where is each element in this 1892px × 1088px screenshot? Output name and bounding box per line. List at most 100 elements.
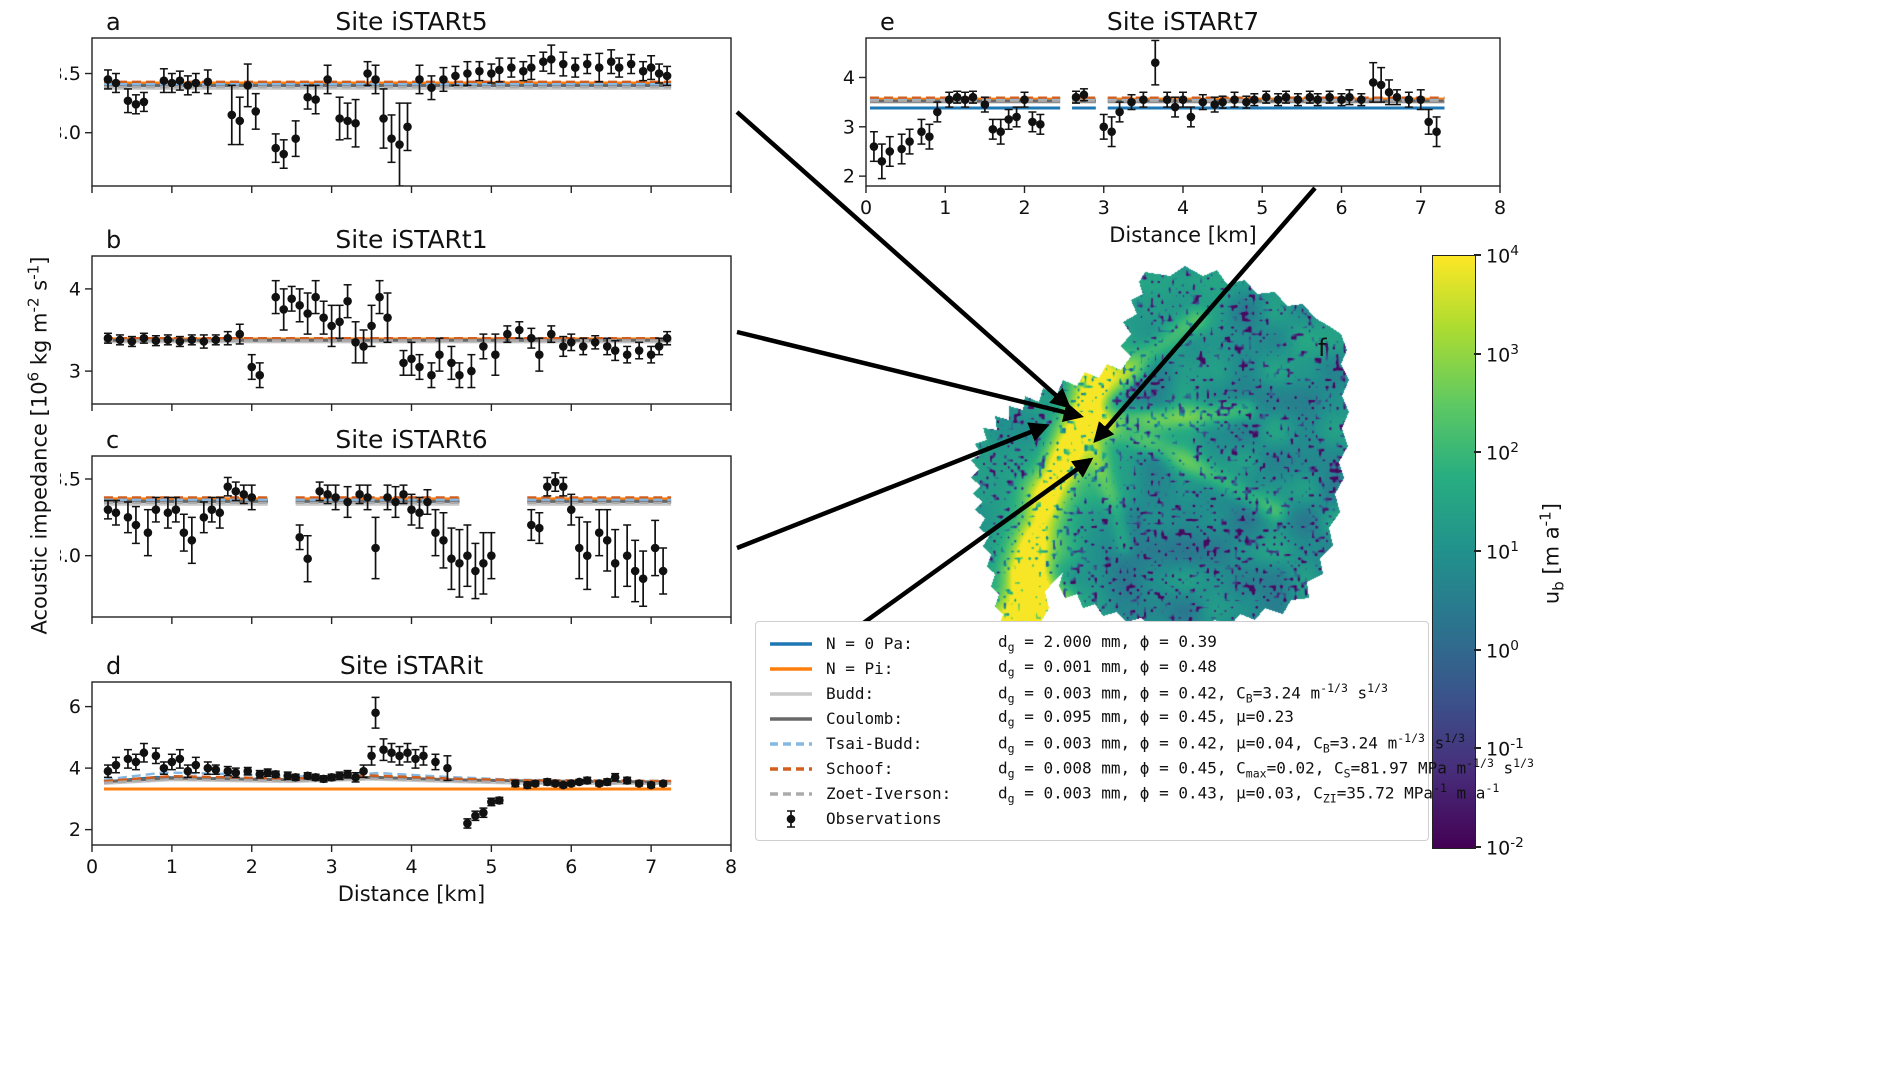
panel-site-istart6: 3.0 3.5 Site iSTARt6 c — [51, 422, 750, 640]
svg-text:7: 7 — [645, 856, 657, 878]
colorbar-tick-label: 10-1 — [1486, 736, 1524, 761]
svg-text:3: 3 — [69, 361, 81, 383]
panel-letter-f: f — [1318, 334, 1327, 362]
legend-line-sample — [770, 666, 812, 671]
colorbar-axis-label: ub [m a-1] — [1536, 503, 1568, 605]
legend-model-params: dg = 2.000 mm, ϕ = 0.39 — [998, 632, 1217, 655]
legend-row-observations: Observations — [768, 806, 1416, 831]
legend-row: Zoet-Iverson: dg = 0.003 mm, ϕ = 0.43, μ=… — [768, 781, 1499, 806]
svg-text:8: 8 — [1494, 197, 1506, 219]
colorbar-tick-mark — [1474, 550, 1481, 552]
svg-text:4: 4 — [69, 278, 81, 300]
colorbar-tick-label: 103 — [1486, 341, 1519, 366]
legend-observations-label: Observations — [826, 809, 942, 828]
colorbar-tick-label: 104 — [1486, 243, 1519, 268]
legend-model-name: Budd: — [826, 684, 875, 703]
colorbar-gradient — [1432, 255, 1476, 849]
svg-text:3.5: 3.5 — [60, 469, 81, 491]
legend-model-name: Zoet-Iverson: — [826, 784, 952, 803]
svg-text:a: a — [106, 8, 121, 36]
colorbar-tick-mark — [1474, 451, 1481, 454]
svg-text:2: 2 — [843, 166, 855, 188]
legend-line-sample — [770, 791, 812, 796]
colorbar-tick-mark — [1474, 648, 1481, 651]
legend-row: Budd: dg = 0.003 mm, ϕ = 0.42, CB=3.24 m-… — [768, 681, 1416, 706]
svg-text:6: 6 — [1335, 197, 1347, 219]
legend-row: N = Pi: dg = 0.001 mm, ϕ = 0.48 — [768, 656, 1416, 681]
svg-text:3: 3 — [326, 856, 338, 878]
colorbar-tick-mark — [1474, 846, 1481, 848]
panel-site-istart1: 3 4 Site iSTARt1 b — [60, 222, 750, 426]
svg-text:5: 5 — [1256, 197, 1268, 219]
legend-model-name: N = Pi: — [826, 659, 894, 678]
svg-text:Site iSTARt1: Site iSTARt1 — [335, 225, 487, 254]
legend-line-sample — [770, 691, 812, 696]
panel-site-istarit: 2 4 6 0 1 2 3 4 5 6 7 8 Distance [km] Site iSTARit d — [60, 648, 750, 910]
panel-site-istart5: 3.0 3.5 Site iSTARt5 a — [51, 4, 750, 208]
svg-text:4: 4 — [405, 856, 417, 878]
svg-text:Site iSTARt5: Site iSTARt5 — [335, 7, 487, 36]
legend-model-name: Schoof: — [826, 759, 894, 778]
legend-model-name: Coulomb: — [826, 709, 904, 728]
svg-text:3.0: 3.0 — [60, 545, 81, 567]
colorbar-tick-mark — [1474, 747, 1481, 750]
legend-row: Coulomb: dg = 0.095 mm, ϕ = 0.45, μ=0.23 — [768, 706, 1416, 731]
svg-text:b: b — [106, 226, 121, 254]
colorbar-tick-mark — [1474, 352, 1481, 355]
panel-site-istart7: 2 3 4 0 1 2 3 4 5 6 7 8 Distance [km] Site iSTARt7 e — [830, 4, 1522, 264]
colorbar-tick-label: 102 — [1486, 440, 1519, 465]
svg-text:7: 7 — [1415, 197, 1427, 219]
svg-text:4: 4 — [1177, 197, 1189, 219]
colorbar-tick-label: 101 — [1486, 539, 1519, 564]
colorbar-tick-label: 10-2 — [1486, 835, 1524, 860]
svg-text:Site iSTARit: Site iSTARit — [340, 651, 484, 680]
legend-line-sample — [770, 716, 812, 721]
colorbar: 104 103 102 101 100 10-1 10-2 — [1430, 243, 1580, 873]
legend-model-name: Tsai-Budd: — [826, 734, 923, 753]
legend-box: N = 0 Pa: dg = 2.000 mm, ϕ = 0.39 N = Pi: d… — [755, 621, 1534, 841]
colorbar-tick-mark — [1474, 254, 1481, 256]
svg-text:2: 2 — [246, 856, 258, 878]
svg-text:5: 5 — [485, 856, 497, 878]
legend-observation-marker — [786, 809, 796, 828]
svg-text:3.0: 3.0 — [60, 122, 81, 144]
legend-line-sample — [770, 641, 812, 646]
legend-model-params: dg = 0.003 mm, ϕ = 0.43, μ=0.03, CZI=35.… — [998, 781, 1500, 806]
velocity-map — [945, 250, 1375, 670]
svg-text:3.5: 3.5 — [60, 63, 81, 85]
legend-row: Schoof: dg = 0.008 mm, ϕ = 0.45, Cmax=0.0… — [768, 756, 1534, 781]
legend-line-sample — [770, 766, 812, 771]
svg-text:1: 1 — [939, 197, 951, 219]
legend-row: N = 0 Pa: dg = 2.000 mm, ϕ = 0.39 — [768, 631, 1416, 656]
svg-text:Site iSTARt7: Site iSTARt7 — [1107, 7, 1259, 36]
svg-text:Distance [km]: Distance [km] — [338, 882, 486, 906]
legend-row: Tsai-Budd: dg = 0.003 mm, ϕ = 0.42, μ=0.0… — [768, 731, 1465, 756]
legend-model-params: dg = 0.003 mm, ϕ = 0.42, CB=3.24 m-1/3 s… — [998, 681, 1388, 706]
legend-model-params: dg = 0.095 mm, ϕ = 0.45, μ=0.23 — [998, 707, 1294, 730]
svg-text:3: 3 — [843, 116, 855, 138]
svg-text:8: 8 — [725, 856, 737, 878]
svg-text:6: 6 — [69, 696, 81, 718]
y-axis-label: Acoustic impedance [106 kg m-2 s-1] — [24, 256, 52, 635]
svg-text:d: d — [106, 652, 121, 680]
svg-text:0: 0 — [860, 197, 872, 219]
svg-text:2: 2 — [1018, 197, 1030, 219]
legend-model-name: N = 0 Pa: — [826, 634, 913, 653]
legend-model-params: dg = 0.008 mm, ϕ = 0.45, Cmax=0.02, CS=8… — [998, 756, 1534, 781]
legend-model-params: dg = 0.001 mm, ϕ = 0.48 — [998, 657, 1217, 680]
colorbar-tick-label: 100 — [1486, 637, 1519, 662]
svg-text:Site iSTARt6: Site iSTARt6 — [335, 425, 487, 454]
legend-line-sample — [770, 741, 812, 746]
svg-text:c: c — [106, 426, 119, 454]
svg-text:e: e — [880, 8, 895, 36]
svg-text:0: 0 — [86, 856, 98, 878]
svg-text:Distance [km]: Distance [km] — [1109, 223, 1257, 247]
svg-text:4: 4 — [69, 758, 81, 780]
svg-text:3: 3 — [1098, 197, 1110, 219]
svg-text:4: 4 — [843, 67, 855, 89]
legend-model-params: dg = 0.003 mm, ϕ = 0.42, μ=0.04, CB=3.24… — [998, 731, 1466, 756]
svg-text:1: 1 — [166, 856, 178, 878]
svg-text:2: 2 — [69, 819, 81, 841]
svg-text:6: 6 — [565, 856, 577, 878]
